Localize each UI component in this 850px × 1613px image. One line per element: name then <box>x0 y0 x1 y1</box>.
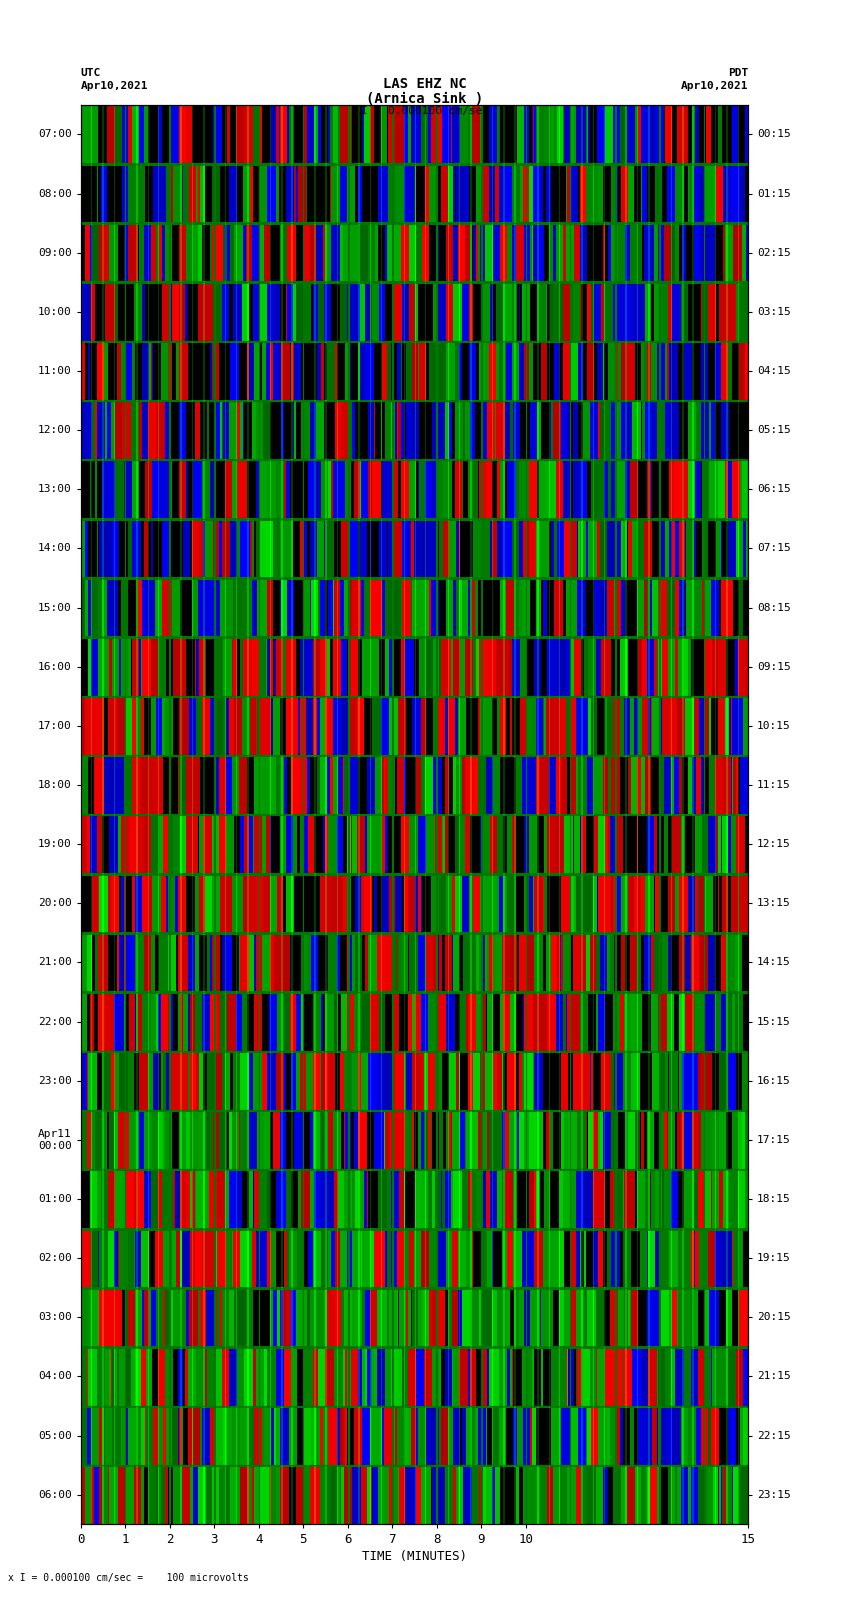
Text: Apr10,2021: Apr10,2021 <box>81 81 148 90</box>
X-axis label: TIME (MINUTES): TIME (MINUTES) <box>362 1550 467 1563</box>
Text: (Arnica Sink ): (Arnica Sink ) <box>366 92 484 106</box>
Text: UTC: UTC <box>81 68 101 77</box>
Text: PDT: PDT <box>728 68 748 77</box>
Text: I = 0.000100 cm/sec: I = 0.000100 cm/sec <box>361 106 489 116</box>
Text: Apr10,2021: Apr10,2021 <box>681 81 748 90</box>
Text: LAS EHZ NC: LAS EHZ NC <box>383 77 467 92</box>
Text: x I = 0.000100 cm/sec =    100 microvolts: x I = 0.000100 cm/sec = 100 microvolts <box>8 1573 249 1582</box>
